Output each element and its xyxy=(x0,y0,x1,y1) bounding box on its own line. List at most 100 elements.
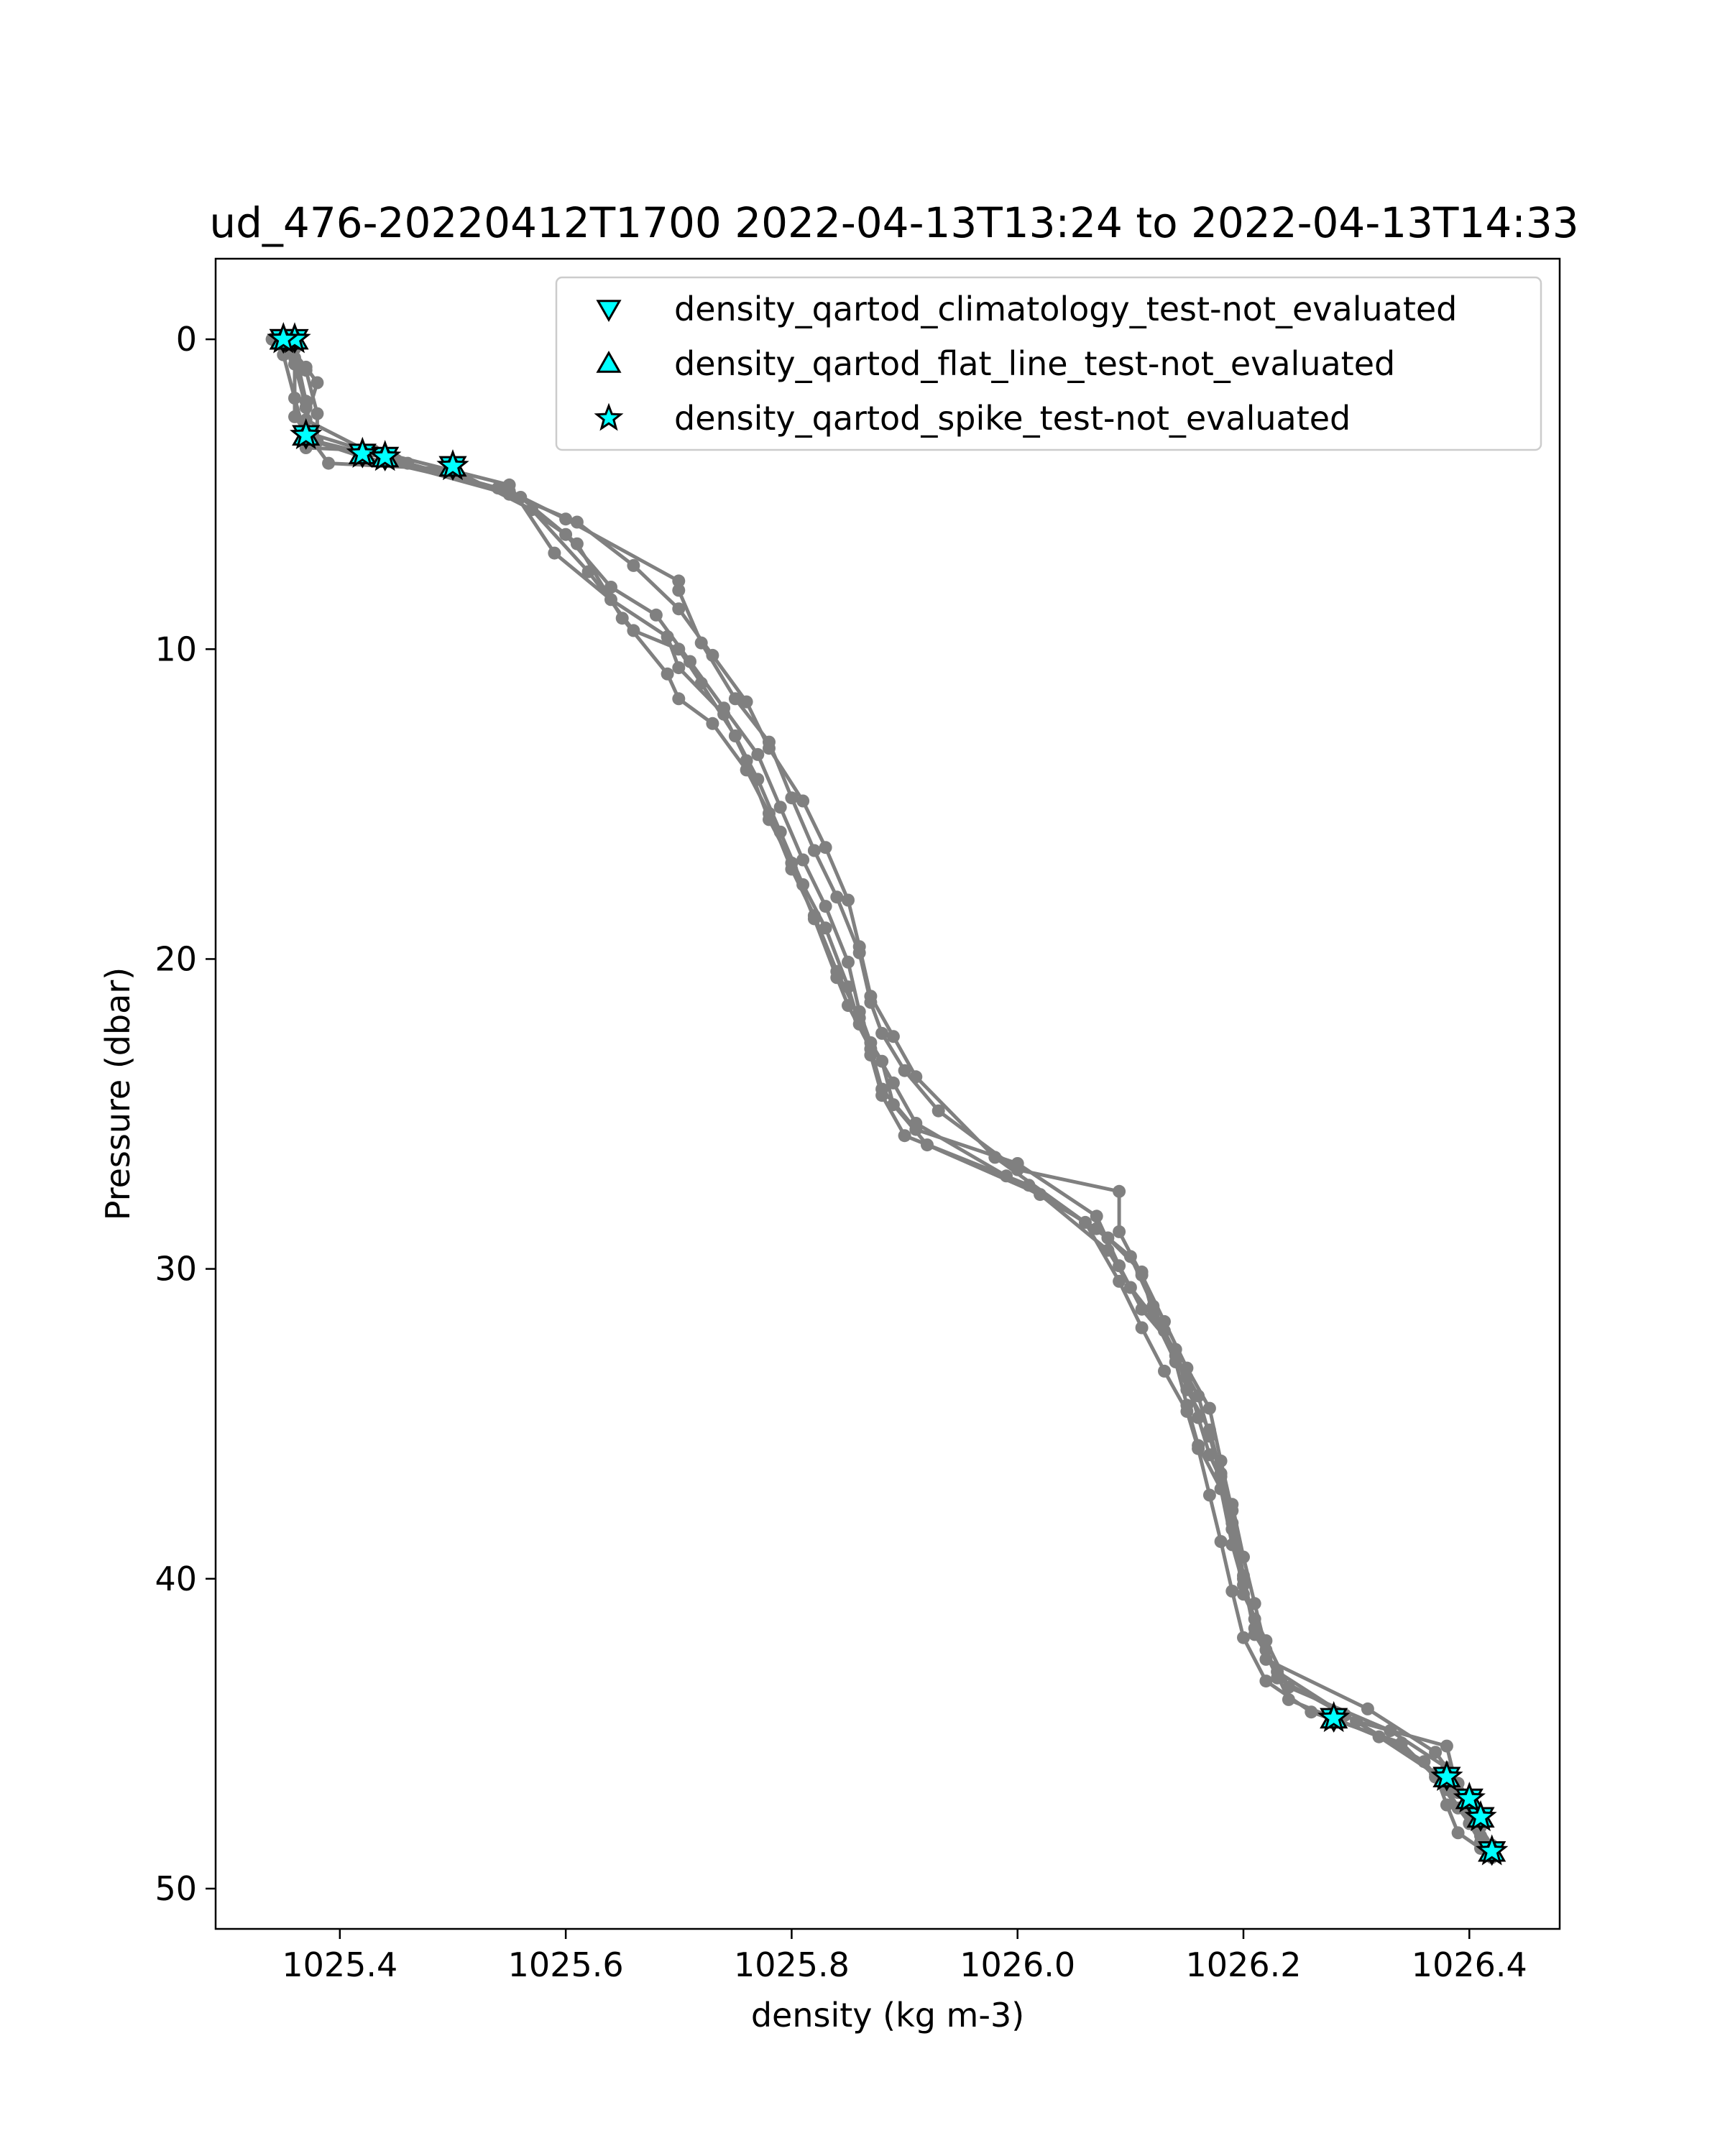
profile-point xyxy=(1214,1467,1228,1480)
profile-point xyxy=(1440,1739,1453,1753)
profile-point xyxy=(672,661,686,675)
profile-point xyxy=(1113,1225,1126,1238)
chart-title: ud_476-20220412T1700 2022-04-13T13:24 to… xyxy=(209,198,1578,247)
density-qartod-spike-test-not-evaluated-marker xyxy=(267,322,300,354)
profile-point xyxy=(401,456,415,470)
x-axis: 1025.4 1025.6 1025.8 1026.0 1026.2 1026.4 xyxy=(282,1929,1527,1984)
profile-point xyxy=(1113,1259,1126,1273)
profile-point xyxy=(310,407,324,420)
profile-point xyxy=(1192,1389,1205,1403)
profile-point xyxy=(898,1064,911,1077)
profile-point xyxy=(661,630,674,643)
profile-point xyxy=(299,364,313,377)
profile-point xyxy=(1135,1321,1149,1335)
profile-point xyxy=(1429,1746,1443,1759)
profile-point xyxy=(672,584,686,597)
profile-point xyxy=(627,558,640,572)
profile-point xyxy=(819,921,832,935)
profile-point xyxy=(570,515,584,529)
profile-point xyxy=(842,999,855,1013)
profile-point xyxy=(842,955,855,969)
markers-layer xyxy=(267,322,1509,1866)
profile-point xyxy=(1451,1826,1465,1840)
profile-point xyxy=(627,624,640,637)
profile-point xyxy=(740,754,753,768)
profile-point xyxy=(1202,1448,1216,1462)
profile-point xyxy=(1135,1302,1149,1316)
profile-point xyxy=(830,890,844,904)
profile-point xyxy=(1180,1404,1194,1418)
profile-point xyxy=(672,602,686,616)
profile-point xyxy=(1090,1210,1103,1223)
x-tick-label: 1025.4 xyxy=(282,1945,397,1984)
profile-point xyxy=(1079,1215,1092,1229)
profile-line-6 xyxy=(282,338,1494,1853)
profile-point xyxy=(672,692,686,706)
profile-point xyxy=(706,717,719,730)
profile-point xyxy=(785,856,799,870)
profile-point xyxy=(1395,1736,1408,1750)
plot-area xyxy=(265,322,1509,1866)
profile-point xyxy=(322,456,336,470)
legend-box xyxy=(555,276,1542,451)
y-tick-label: 50 xyxy=(155,1869,197,1908)
profile-point xyxy=(988,1151,1002,1164)
profile-point xyxy=(921,1138,934,1152)
y-tick-label: 30 xyxy=(155,1250,197,1289)
profile-point xyxy=(1225,1585,1239,1598)
profile-point xyxy=(864,990,878,1003)
legend-marker-star xyxy=(594,402,624,431)
profile-point xyxy=(763,813,776,826)
profile-point xyxy=(1271,1665,1284,1679)
legend-label: density_qartod_flat_line_test-not_evalua… xyxy=(674,344,1395,383)
profile-point xyxy=(502,487,516,501)
legend-marker-triangle-up xyxy=(596,350,622,373)
legend-label: density_qartod_climatology_test-not_eval… xyxy=(674,290,1457,328)
x-tick-label: 1026.0 xyxy=(960,1945,1075,1984)
profile-point xyxy=(299,395,313,408)
profile-point xyxy=(796,853,810,867)
profile-point xyxy=(819,900,832,913)
profile-point xyxy=(1113,1274,1126,1288)
profile-point xyxy=(1135,1265,1149,1279)
profile-point xyxy=(1202,1401,1216,1415)
profile-point xyxy=(1202,1423,1216,1437)
profile-point xyxy=(1361,1702,1374,1715)
profile-point xyxy=(751,747,765,761)
profile-point xyxy=(886,1030,900,1044)
profile-point xyxy=(1305,1705,1318,1719)
y-axis: 0 10 20 30 40 50 xyxy=(155,320,216,1908)
profile-point xyxy=(728,692,742,706)
profile-point xyxy=(830,971,844,985)
profile-point xyxy=(1011,1157,1024,1170)
profile-point xyxy=(548,546,561,560)
profile-point xyxy=(852,940,866,954)
density-qartod-spike-test-not-evaluated-marker xyxy=(1453,1782,1486,1813)
density-qartod-spike-test-not-evaluated-marker xyxy=(1464,1800,1497,1832)
profile-point xyxy=(875,1054,889,1068)
profile-point xyxy=(604,581,617,594)
profile-point xyxy=(1202,1488,1216,1502)
x-tick-label: 1025.8 xyxy=(734,1945,850,1984)
y-tick-label: 0 xyxy=(176,320,197,359)
profile-point xyxy=(1214,1535,1228,1548)
profile-point xyxy=(909,1070,923,1084)
profile-point xyxy=(740,695,753,709)
profile-point xyxy=(1237,1631,1250,1644)
density-qartod-spike-test-not-evaluated-marker xyxy=(1317,1700,1351,1733)
profile-point xyxy=(1225,1516,1239,1530)
profile-point xyxy=(288,410,301,423)
profile-point xyxy=(842,980,855,994)
legend-label: density_qartod_spike_test-not_evaluated xyxy=(674,399,1351,438)
x-tick-label: 1026.4 xyxy=(1412,1945,1527,1984)
x-tick-label: 1025.6 xyxy=(508,1945,624,1984)
density-qartod-spike-test-not-evaluated-marker xyxy=(1430,1759,1463,1791)
profile-point xyxy=(672,574,686,588)
profile-point xyxy=(1248,1597,1261,1611)
profile-point xyxy=(672,642,686,656)
profile-point xyxy=(796,794,810,808)
profile-point xyxy=(864,1042,878,1056)
profile-point xyxy=(909,1123,923,1136)
density-qartod-spike-test-not-evaluated-marker xyxy=(346,436,379,468)
